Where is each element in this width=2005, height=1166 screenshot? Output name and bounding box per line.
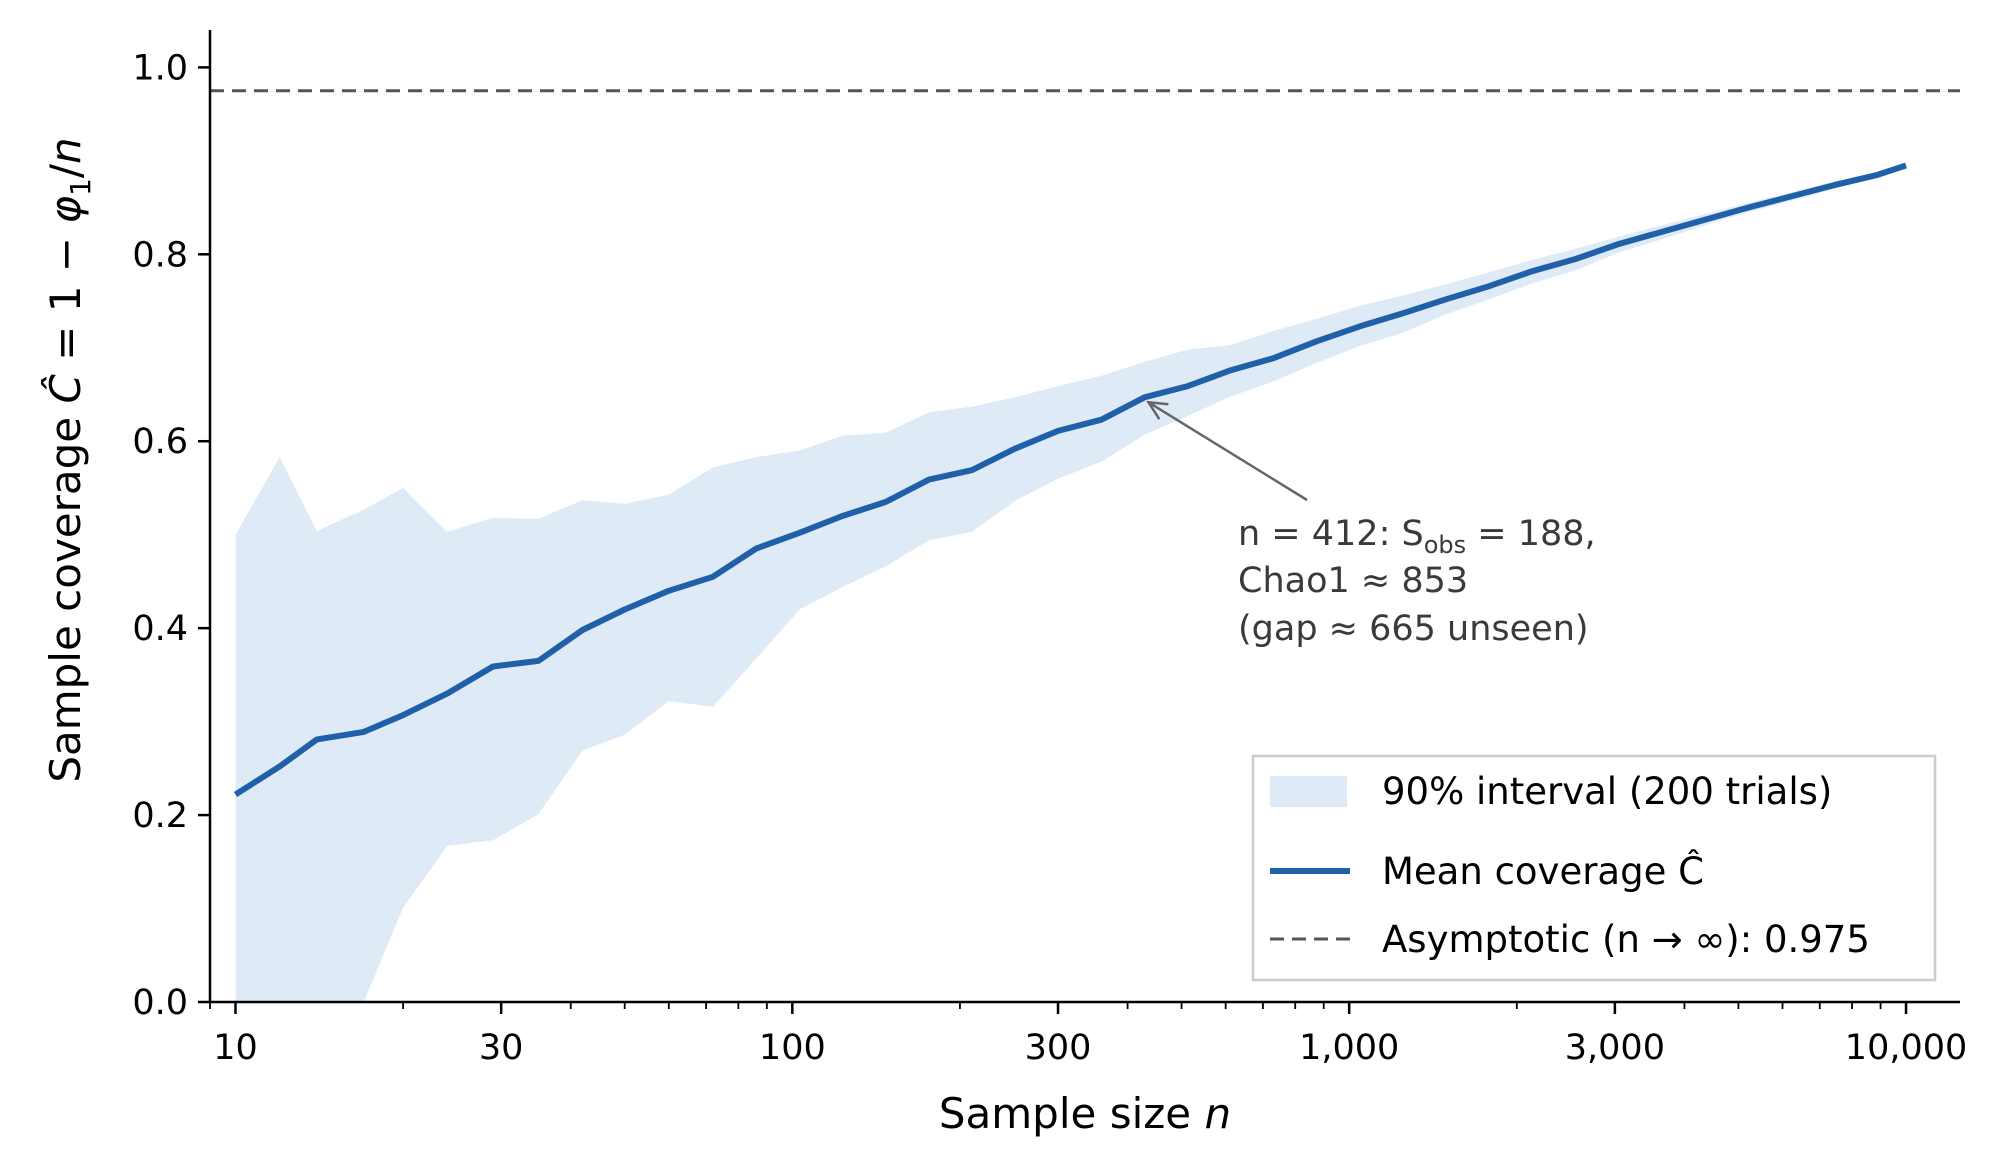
x-tick-label: 1,000 [1299, 1028, 1399, 1068]
legend: 90% interval (200 trials) Mean coverage … [1251, 754, 1937, 982]
mean-coverage-line [233, 162, 1907, 798]
annotation-arrow [1147, 401, 1308, 502]
legend-band-label: 90% interval (200 trials) [1382, 770, 1832, 813]
y-tick-label: 0.6 [132, 422, 188, 462]
annotation-line-3: (gap ≈ 665 unseen) [1238, 609, 1589, 649]
annotation-line-1: n = 412: Sobs = 188, [1238, 514, 1596, 559]
annotation: n = 412: Sobs = 188, Chao1 ≈ 853 (gap ≈ … [1146, 400, 1596, 649]
x-minor-ticks [209, 1002, 1882, 1009]
legend-mean-label: Mean coverage Ĉ [1382, 849, 1704, 893]
x-ticks: 10 30 100 300 1,000 3,000 10,000 [213, 1002, 1967, 1068]
plot-area [210, 89, 1960, 1003]
legend-frame [1251, 754, 1937, 982]
annotation-arrowhead [1146, 400, 1169, 420]
y-tick-label: 0.4 [132, 609, 188, 649]
y-tick-label: 1.0 [132, 48, 188, 88]
annotation-line-2: Chao1 ≈ 853 [1238, 561, 1468, 601]
interval-band [235, 163, 1906, 1003]
x-tick-label: 3,000 [1565, 1028, 1665, 1068]
x-tick-label: 300 [1025, 1028, 1092, 1068]
x-tick-label: 100 [759, 1028, 826, 1068]
y-tick-label: 0.8 [132, 235, 188, 275]
legend-asymptote-label: Asymptotic (n → ∞): 0.975 [1382, 918, 1870, 961]
y-tick-label: 0.0 [132, 983, 188, 1023]
y-ticks: 0.0 0.2 0.4 0.6 0.8 1.0 [132, 48, 210, 1023]
y-axis-title: Sample coverage Ĉ = 1 − φ1/n [40, 137, 97, 782]
y-tick-label: 0.2 [132, 796, 188, 836]
x-tick-label: 10 [213, 1028, 258, 1068]
x-tick-label: 10,000 [1845, 1028, 1967, 1068]
legend-band-swatch [1270, 776, 1347, 807]
x-tick-label: 30 [479, 1028, 524, 1068]
x-axis-title: Sample size n [939, 1089, 1231, 1138]
